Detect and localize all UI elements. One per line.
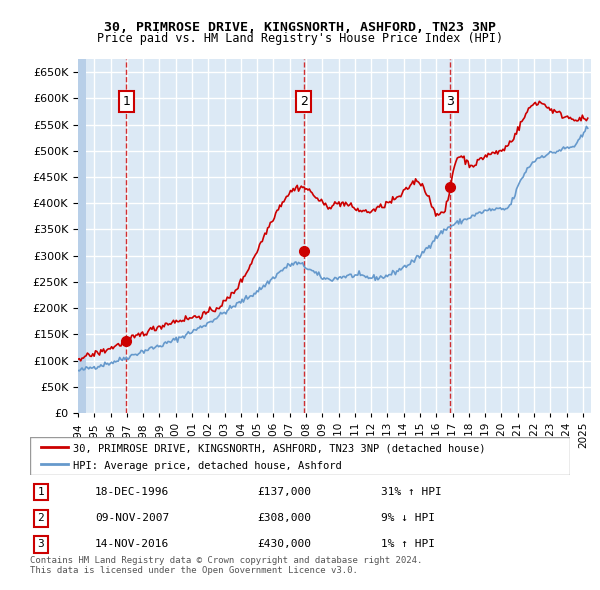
Text: 9% ↓ HPI: 9% ↓ HPI xyxy=(381,513,435,523)
Text: 1: 1 xyxy=(37,487,44,497)
Text: 1% ↑ HPI: 1% ↑ HPI xyxy=(381,539,435,549)
Text: 30, PRIMROSE DRIVE, KINGSNORTH, ASHFORD, TN23 3NP (detached house): 30, PRIMROSE DRIVE, KINGSNORTH, ASHFORD,… xyxy=(73,444,486,454)
Text: 31% ↑ HPI: 31% ↑ HPI xyxy=(381,487,442,497)
FancyBboxPatch shape xyxy=(30,437,570,475)
Text: 3: 3 xyxy=(37,539,44,549)
Text: 14-NOV-2016: 14-NOV-2016 xyxy=(95,539,169,549)
Text: £137,000: £137,000 xyxy=(257,487,311,497)
Text: 09-NOV-2007: 09-NOV-2007 xyxy=(95,513,169,523)
Text: HPI: Average price, detached house, Ashford: HPI: Average price, detached house, Ashf… xyxy=(73,461,342,471)
Text: 30, PRIMROSE DRIVE, KINGSNORTH, ASHFORD, TN23 3NP: 30, PRIMROSE DRIVE, KINGSNORTH, ASHFORD,… xyxy=(104,21,496,34)
Bar xyxy=(78,59,86,413)
Text: 2: 2 xyxy=(300,95,308,108)
Text: Price paid vs. HM Land Registry's House Price Index (HPI): Price paid vs. HM Land Registry's House … xyxy=(97,32,503,45)
Text: £430,000: £430,000 xyxy=(257,539,311,549)
Text: £308,000: £308,000 xyxy=(257,513,311,523)
Text: 3: 3 xyxy=(446,95,454,108)
Text: 1: 1 xyxy=(122,95,130,108)
Text: 18-DEC-1996: 18-DEC-1996 xyxy=(95,487,169,497)
Text: 2: 2 xyxy=(37,513,44,523)
Text: Contains HM Land Registry data © Crown copyright and database right 2024.
This d: Contains HM Land Registry data © Crown c… xyxy=(30,556,422,575)
